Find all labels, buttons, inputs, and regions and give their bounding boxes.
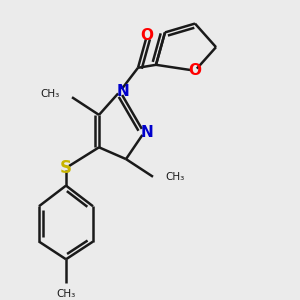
Text: O: O bbox=[140, 28, 154, 43]
Text: CH₃: CH₃ bbox=[165, 172, 184, 182]
Text: S: S bbox=[60, 159, 72, 177]
Text: O: O bbox=[188, 63, 202, 78]
Text: CH₃: CH₃ bbox=[56, 289, 76, 299]
Text: N: N bbox=[141, 125, 153, 140]
Text: N: N bbox=[117, 84, 129, 99]
Text: CH₃: CH₃ bbox=[41, 89, 60, 99]
